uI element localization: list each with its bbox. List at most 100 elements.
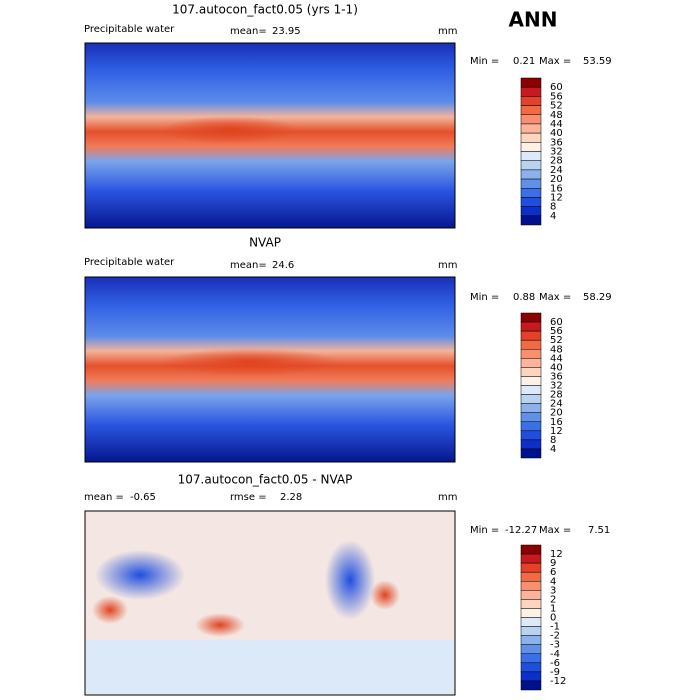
panel-title: 107.autocon_fact0.05 (yrs 1-1) [172, 3, 358, 17]
colorbar-label: -3 [550, 640, 560, 651]
colorbar-box [520, 169, 542, 180]
colorbar-label: 20 [550, 174, 563, 185]
colorbar-label: 24 [550, 399, 563, 410]
colorbar-label: 48 [550, 110, 563, 121]
season: ANN [509, 8, 558, 32]
colorbar-box [520, 662, 542, 673]
colorbar-label: 16 [550, 417, 563, 428]
colorbar-box [520, 206, 542, 217]
colorbar-box [520, 385, 542, 395]
variable: mean = [84, 492, 124, 503]
colorbar-label: 1 [550, 603, 556, 614]
map-feature [160, 348, 340, 376]
colorbar-label: 12 [550, 549, 563, 560]
colorbar-box [520, 562, 542, 573]
map-feature [370, 580, 400, 610]
colorbar-label: 32 [550, 381, 563, 392]
min-label: Min = [470, 292, 499, 303]
variable: Precipitable water [84, 24, 175, 35]
units: mm [438, 26, 457, 37]
colorbar-box [520, 123, 542, 134]
colorbar-box [520, 197, 542, 207]
panel-1: 107.autocon_fact0.05 (yrs 1-1) Precipita… [84, 3, 612, 229]
colorbar-label: 56 [550, 91, 563, 102]
colorbar-box [520, 412, 542, 422]
colorbar-box [520, 544, 542, 555]
colorbar-box [520, 581, 542, 591]
colorbar-box [520, 439, 542, 450]
max-label: Max = [539, 292, 571, 303]
min-label: Min = [470, 56, 499, 67]
colorbar-box [520, 321, 542, 332]
colorbar-label: 20 [550, 408, 563, 419]
min: 0.21 [513, 56, 535, 67]
colorbar-box [520, 367, 542, 377]
colorbar-label: 16 [550, 183, 563, 194]
colorbar-label: -12 [550, 676, 566, 687]
max-label: Max = [539, 56, 571, 67]
min: 0.88 [513, 292, 535, 303]
max-label: Max = [539, 525, 571, 536]
map-feature [92, 596, 128, 624]
panel-title: 107.autocon_fact0.05 - NVAP [178, 473, 353, 487]
colorbar-box [520, 599, 542, 609]
colorbar-label: 0 [550, 613, 556, 624]
colorbar-box [520, 86, 542, 97]
max: 58.29 [583, 292, 612, 303]
colorbar-label: 12 [550, 426, 563, 437]
colorbar-box [520, 421, 542, 432]
map-feature [95, 550, 185, 600]
stat-label: mean= [230, 260, 267, 271]
colorbar-box [520, 188, 542, 198]
colorbar-label: 36 [550, 137, 563, 148]
colorbar-box [520, 590, 542, 600]
colorbar-label: 9 [550, 558, 556, 569]
colorbar-box [520, 349, 542, 359]
colorbar-box [520, 430, 542, 441]
max: 7.51 [588, 525, 610, 536]
colorbar-label: 4 [550, 444, 556, 455]
colorbar-label: 40 [550, 362, 563, 373]
units: mm [438, 260, 457, 271]
panel-3: 107.autocon_fact0.05 - NVAP mean = -0.65… [84, 473, 610, 696]
colorbar-label: 56 [550, 326, 563, 337]
colorbar-label: 52 [550, 101, 563, 112]
min: -12.27 [505, 525, 537, 536]
stat-value: 24.6 [272, 260, 294, 271]
colorbar-label: -9 [550, 667, 560, 678]
colorbar-label: 24 [550, 165, 563, 176]
colorbar-label: 32 [550, 147, 563, 158]
stat-value: 2.28 [280, 492, 302, 503]
stat-label: rmse = [230, 492, 267, 503]
stat-label: mean= [230, 26, 267, 37]
colorbar-box [520, 394, 542, 404]
max: 53.59 [583, 56, 612, 67]
colorbar-label: 8 [550, 435, 556, 446]
colorbar-box [520, 403, 542, 413]
units: mm [438, 492, 457, 503]
stat-value: 23.95 [272, 26, 301, 37]
colorbar-label: 44 [550, 119, 563, 130]
colorbar-box [520, 77, 542, 88]
colorbar-box [520, 376, 542, 386]
colorbar-box [520, 339, 542, 350]
colorbar-label: 60 [550, 317, 563, 328]
colorbar-label: -1 [550, 622, 560, 633]
variable-value: -0.65 [130, 492, 156, 503]
colorbar-label: 48 [550, 344, 563, 355]
colorbar-box [520, 671, 542, 682]
colorbar-box [520, 114, 542, 125]
colorbar-label: 52 [550, 335, 563, 346]
colorbar-label: 44 [550, 353, 563, 364]
map-feature [195, 613, 245, 637]
colorbar-box [520, 617, 542, 627]
map-feature [86, 640, 454, 694]
colorbar-label: -6 [550, 658, 560, 669]
colorbar-box [520, 160, 542, 171]
map-feature [160, 116, 300, 144]
panel-title: NVAP [249, 236, 281, 250]
colorbar-label: 12 [550, 192, 563, 203]
colorbar-label: 28 [550, 390, 563, 401]
colorbar-box [520, 151, 542, 161]
